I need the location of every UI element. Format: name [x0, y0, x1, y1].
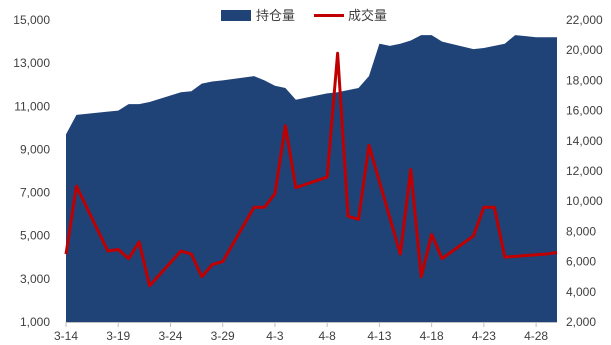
x-tick-label: 4-18 — [420, 329, 444, 343]
right-axis-tick-label: 20,000 — [566, 43, 603, 57]
right-axis-tick-label: 4,000 — [566, 285, 596, 299]
holdings-area — [66, 35, 557, 322]
volume-line — [64, 51, 558, 288]
left-axis-tick-label: 13,000 — [13, 56, 50, 70]
left-axis-tick-label: 3,000 — [20, 272, 50, 286]
right-axis-tick-label: 16,000 — [566, 104, 603, 118]
x-tick-label: 4-3 — [266, 329, 284, 343]
right-axis-tick-label: 14,000 — [566, 134, 603, 148]
x-tick-label: 3-19 — [106, 329, 130, 343]
left-axis-tick-label: 7,000 — [20, 186, 50, 200]
right-axis-tick-label: 6,000 — [566, 255, 596, 269]
legend-label-area: 持仓量 — [256, 9, 295, 24]
right-axis-tick-label: 22,000 — [566, 13, 603, 27]
right-axis-tick-label: 8,000 — [566, 224, 596, 238]
x-tick-label: 4-13 — [367, 329, 391, 343]
left-axis-tick-label: 9,000 — [20, 142, 50, 156]
left-axis-tick-label: 1,000 — [20, 315, 50, 329]
x-tick-label: 4-28 — [524, 329, 548, 343]
x-tick-label: 4-8 — [318, 329, 336, 343]
x-tick-label: 3-29 — [211, 329, 235, 343]
right-axis-tick-label: 10,000 — [566, 194, 603, 208]
x-tick-label: 3-14 — [54, 329, 78, 343]
x-tick-label: 3-24 — [158, 329, 182, 343]
right-axis-tick-label: 18,000 — [566, 73, 603, 87]
legend: 持仓量 成交量 — [221, 8, 387, 24]
x-tick-label: 4-23 — [472, 329, 496, 343]
legend-swatch-area — [221, 10, 251, 21]
legend-label-line: 成交量 — [348, 8, 387, 24]
left-axis-tick-label: 15,000 — [13, 13, 50, 27]
left-axis-tick-label: 5,000 — [20, 229, 50, 243]
right-axis-tick-label: 12,000 — [566, 164, 603, 178]
left-axis-tick-label: 11,000 — [14, 99, 50, 113]
right-axis-tick-label: 2,000 — [566, 315, 596, 329]
